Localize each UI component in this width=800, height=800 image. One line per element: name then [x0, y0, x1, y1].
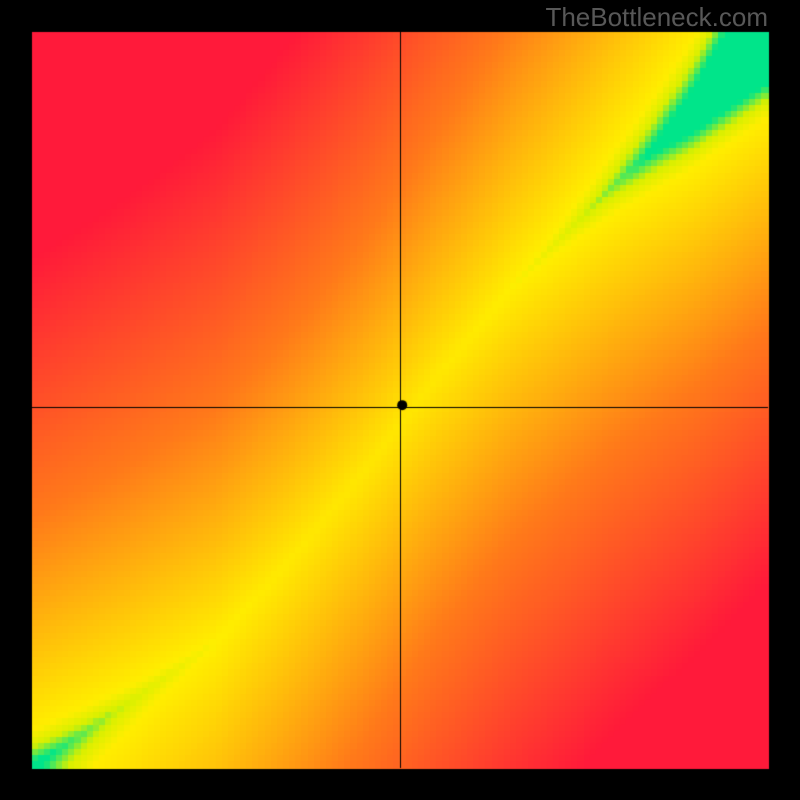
bottleneck-heatmap: [0, 0, 800, 800]
watermark-text: TheBottleneck.com: [545, 2, 768, 33]
chart-stage: TheBottleneck.com: [0, 0, 800, 800]
